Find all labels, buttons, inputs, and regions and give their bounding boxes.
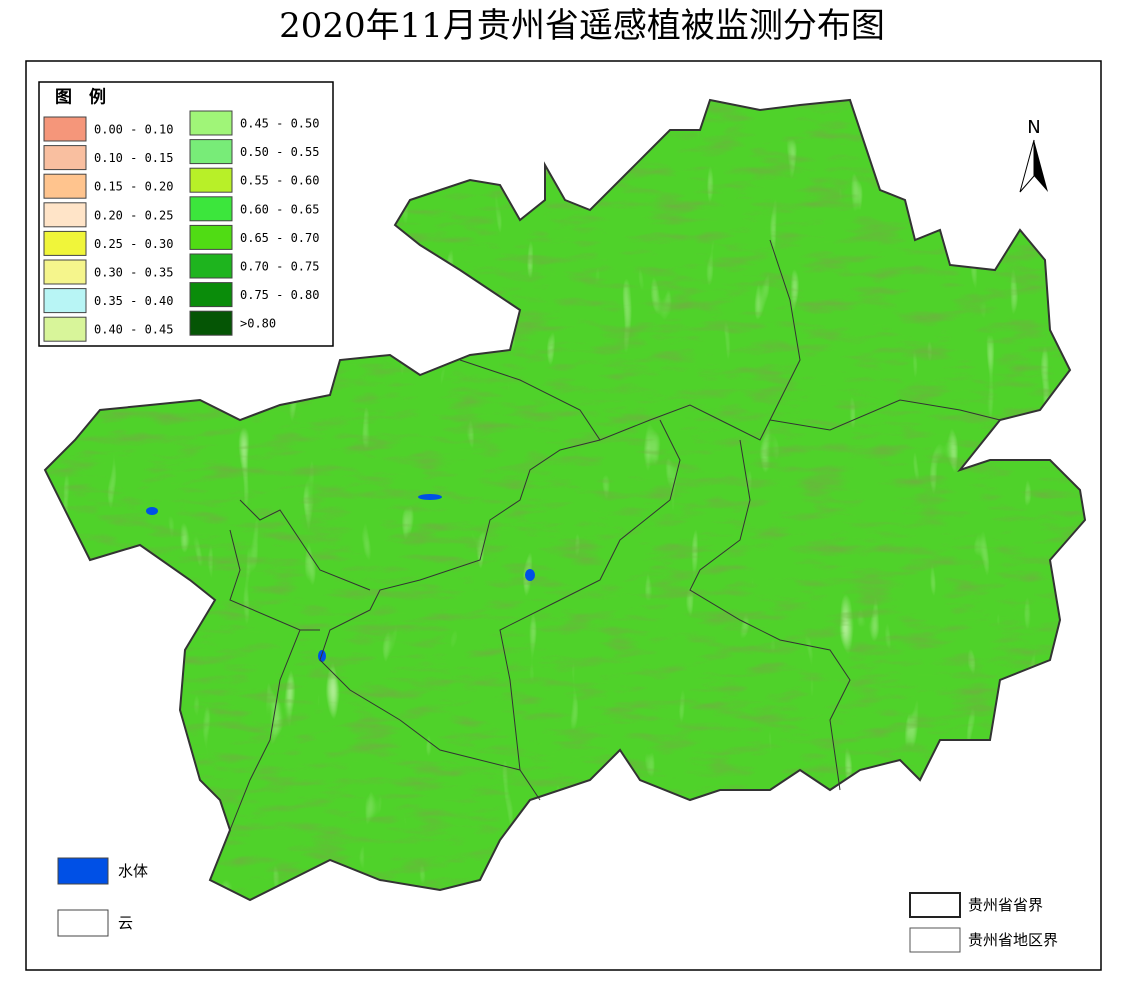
map-title: 2020年11月贵州省遥感植被监测分布图 xyxy=(279,6,885,46)
legend-swatch xyxy=(43,173,87,199)
legend-swatch xyxy=(43,288,87,314)
legend-swatch xyxy=(43,202,87,228)
legend-label: >0.80 xyxy=(240,317,276,331)
north-arrow xyxy=(1019,139,1035,193)
cloud-swatch xyxy=(57,909,109,937)
district-boundaries xyxy=(229,239,1001,831)
legend-label: 0.65 - 0.70 xyxy=(240,231,319,245)
legend-swatch xyxy=(189,196,233,222)
legend-label: 0.60 - 0.65 xyxy=(240,202,319,216)
water-body xyxy=(318,650,326,662)
legend-swatch xyxy=(189,310,233,336)
legend-swatch xyxy=(43,316,87,342)
boundary-swatch xyxy=(909,892,961,918)
legend-box xyxy=(38,81,334,347)
legend-label: 0.30 - 0.35 xyxy=(94,266,173,280)
water-swatch xyxy=(57,857,109,885)
legend-swatch xyxy=(43,230,87,256)
water-label: 水体 xyxy=(118,862,148,880)
legend-swatch xyxy=(43,116,87,142)
legend-label: 0.35 - 0.40 xyxy=(94,294,173,308)
legend-label: 0.40 - 0.45 xyxy=(94,323,173,337)
legend-label: 0.55 - 0.60 xyxy=(240,174,319,188)
legend-swatch xyxy=(189,139,233,165)
boundary-label: 贵州省省界 xyxy=(968,896,1043,914)
legend-swatch xyxy=(43,259,87,285)
water-body xyxy=(146,507,158,515)
cloud-label: 云 xyxy=(118,914,133,932)
legend-swatch xyxy=(43,145,87,171)
legend-swatch xyxy=(189,224,233,250)
boundary-swatch xyxy=(909,927,961,953)
legend-label: 0.45 - 0.50 xyxy=(240,117,319,131)
legend-title: 图 例 xyxy=(55,87,106,108)
legend-swatch xyxy=(189,110,233,136)
legend-swatch xyxy=(189,253,233,279)
legend-label: 0.50 - 0.55 xyxy=(240,145,319,159)
north-label: N xyxy=(1027,117,1040,138)
legend-label: 0.10 - 0.15 xyxy=(94,151,173,165)
water-body xyxy=(418,494,442,500)
map-frame xyxy=(25,60,1102,971)
legend-label: 0.00 - 0.10 xyxy=(94,123,173,137)
legend-label: 0.75 - 0.80 xyxy=(240,288,319,302)
water-body xyxy=(525,569,535,581)
legend-swatch xyxy=(189,282,233,308)
legend-label: 0.25 - 0.30 xyxy=(94,237,173,251)
legend-label: 0.15 - 0.20 xyxy=(94,180,173,194)
boundary-label: 贵州省地区界 xyxy=(968,931,1058,949)
legend-swatch xyxy=(189,167,233,193)
province-boundary xyxy=(43,98,1087,902)
legend-label: 0.20 - 0.25 xyxy=(94,208,173,222)
legend-label: 0.70 - 0.75 xyxy=(240,260,319,274)
north-arrow xyxy=(1034,140,1048,192)
